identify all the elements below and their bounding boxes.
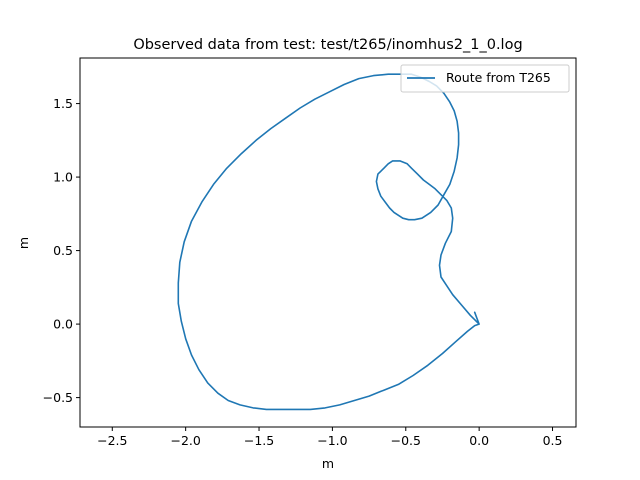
legend-box bbox=[400, 64, 570, 93]
legend-label: Route from T265 bbox=[446, 70, 551, 85]
x-tick-label: −1.0 bbox=[317, 433, 347, 448]
y-tick-label: −0.5 bbox=[43, 390, 73, 405]
legend: Route from T265 bbox=[400, 64, 570, 93]
x-tick-label: −2.5 bbox=[97, 433, 127, 448]
x-tick-label: −1.5 bbox=[244, 433, 274, 448]
chart-title: Observed data from test: test/t265/inomh… bbox=[133, 37, 522, 53]
y-tick-label: 0.5 bbox=[53, 243, 73, 258]
x-tick-label: −2.0 bbox=[170, 433, 200, 448]
x-axis-label: m bbox=[322, 456, 334, 471]
y-axis-label: m bbox=[16, 237, 31, 249]
y-tick-label: 1.5 bbox=[53, 96, 73, 111]
y-axis: −0.5 0.0 0.5 1.0 1.5 bbox=[43, 96, 80, 405]
plot-area: −2.5 −2.0 −1.5 −1.0 −0.5 0.0 0.5 −0.5 0.0 0.5 1.0… bbox=[43, 57, 577, 448]
x-tick-label: 0.0 bbox=[469, 433, 489, 448]
x-tick-label: 0.5 bbox=[543, 433, 563, 448]
y-tick-label: 0.0 bbox=[53, 317, 73, 332]
axes-frame bbox=[79, 57, 577, 428]
x-tick-label: −0.5 bbox=[391, 433, 421, 448]
x-axis: −2.5 −2.0 −1.5 −1.0 −0.5 0.0 0.5 bbox=[97, 427, 562, 448]
y-tick-label: 1.0 bbox=[53, 170, 73, 185]
